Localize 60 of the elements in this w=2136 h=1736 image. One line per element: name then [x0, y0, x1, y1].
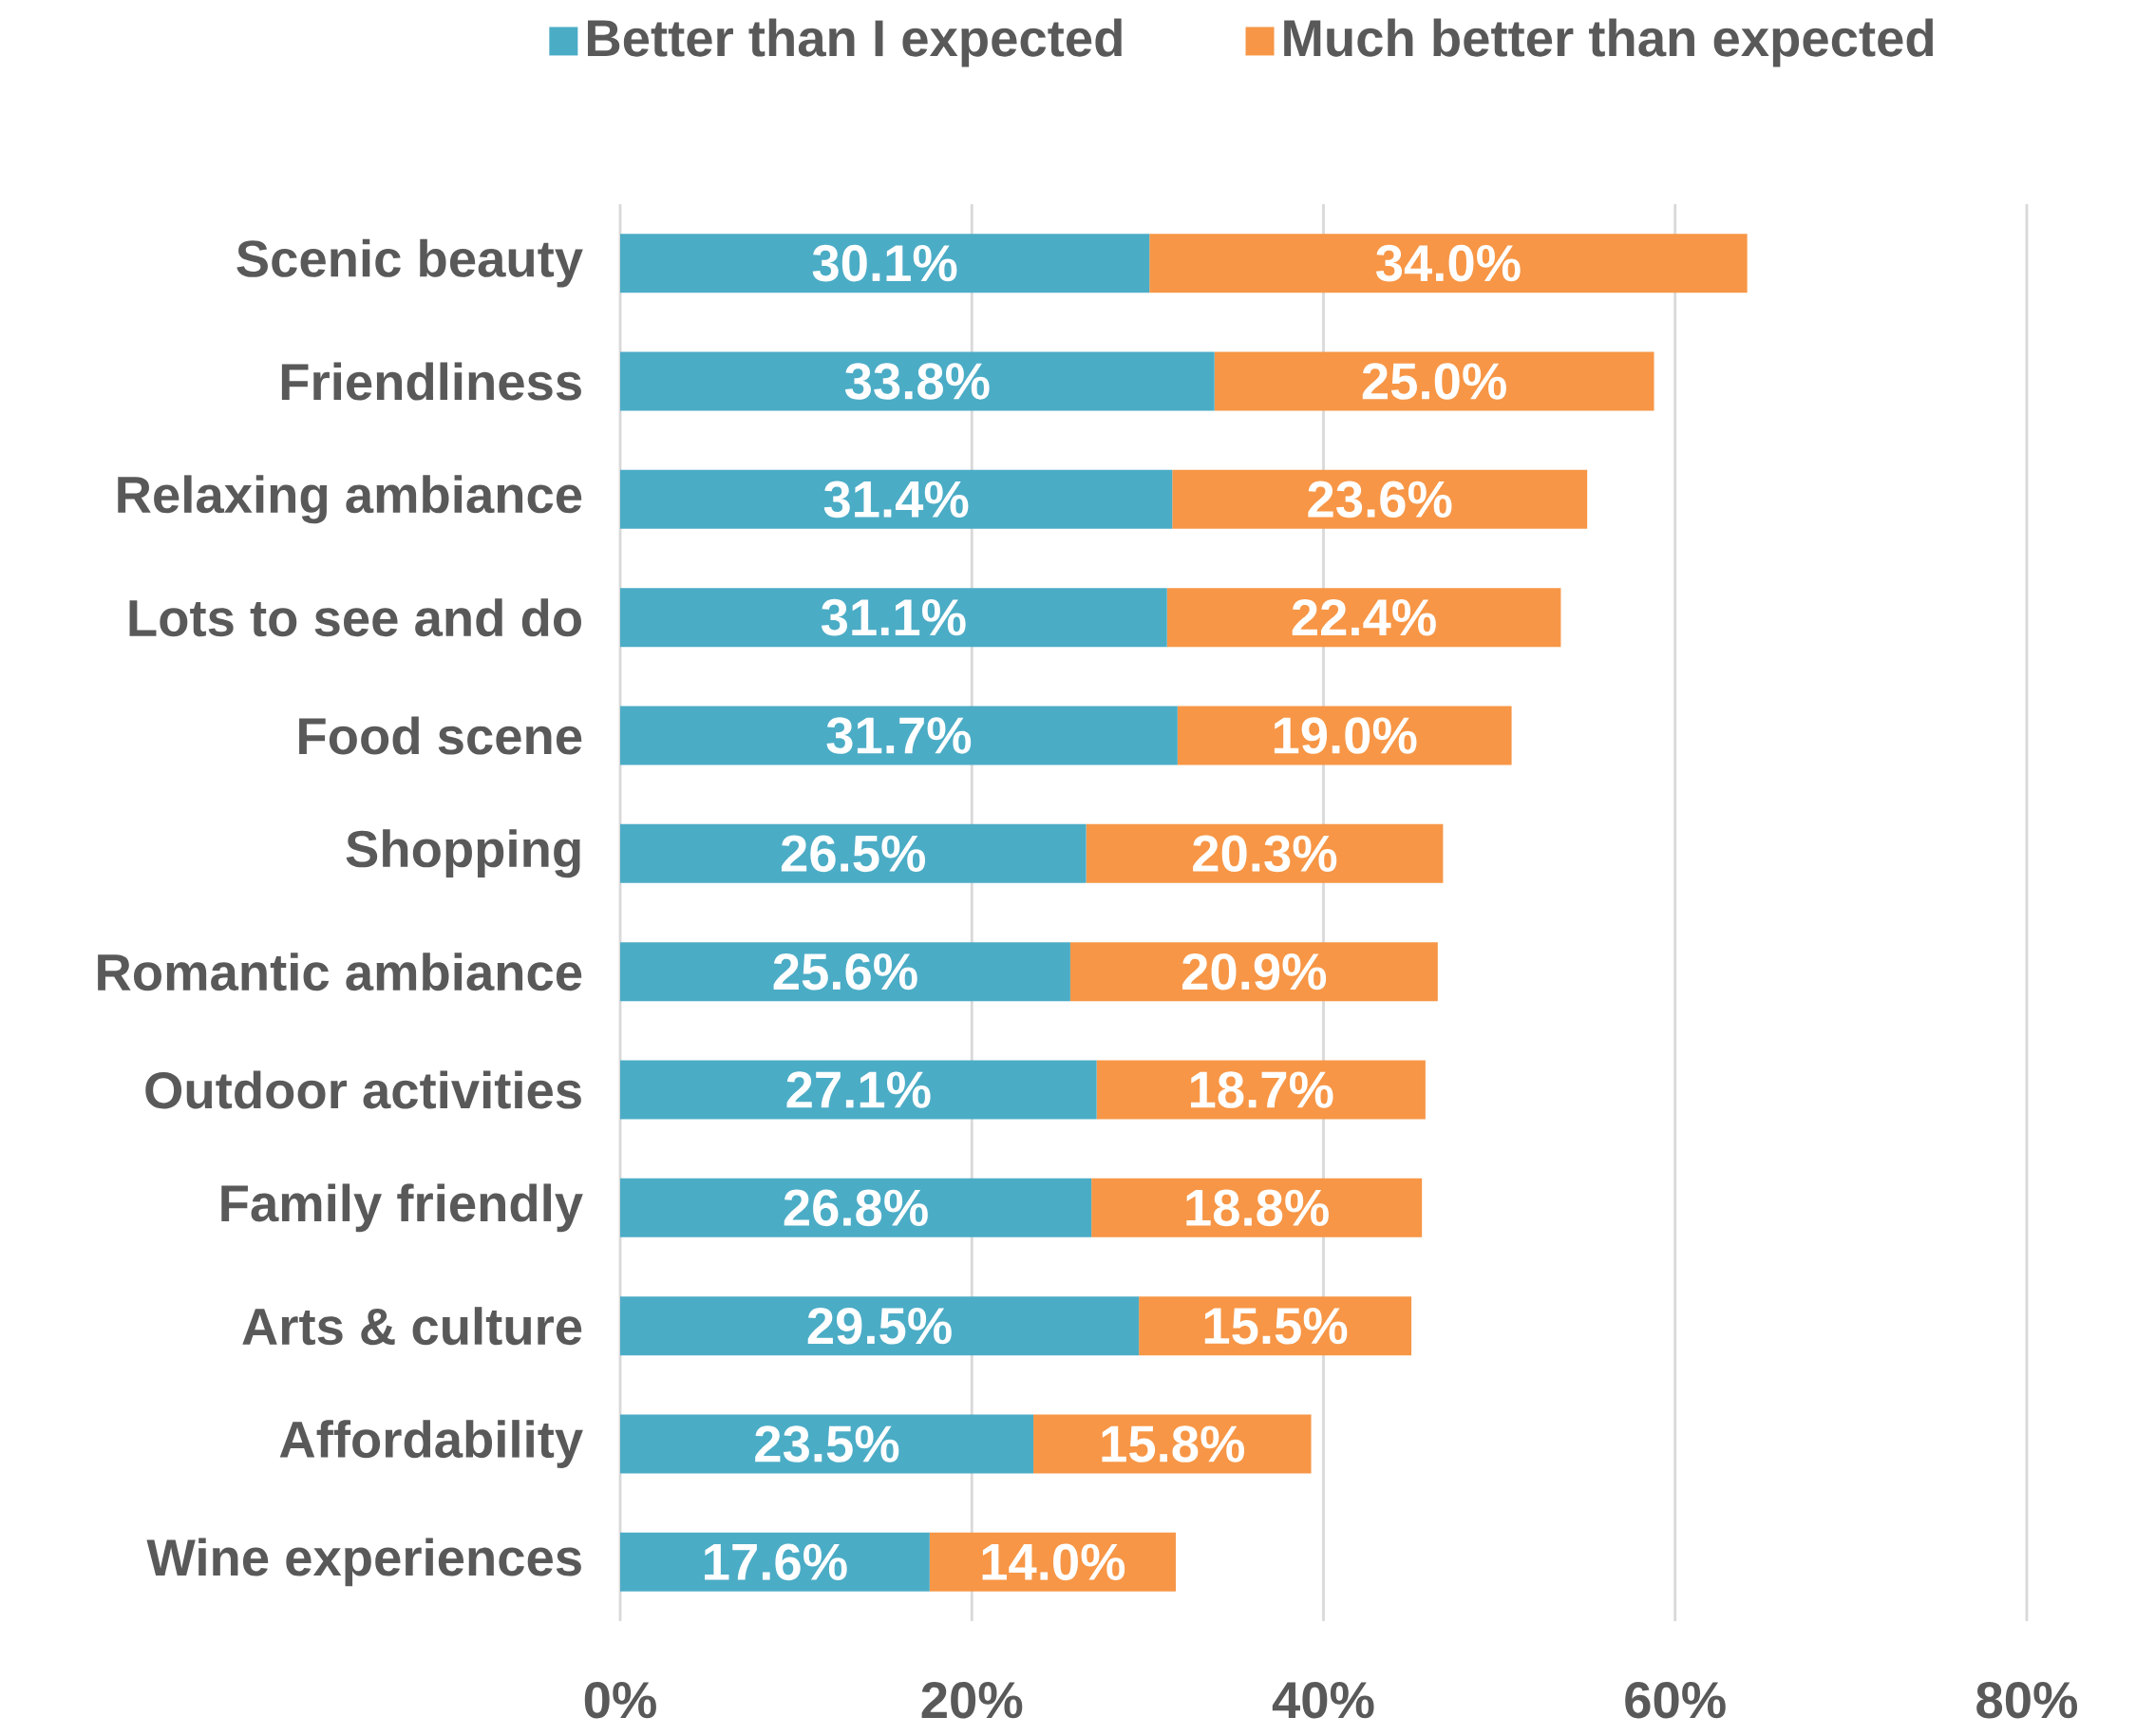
data-label: 15.8% — [1102, 1425, 1245, 1463]
data-label: 34.0% — [1375, 245, 1521, 282]
y-tick-label: Outdoor activities — [145, 1070, 581, 1109]
data-label: 18.7% — [1190, 1071, 1333, 1109]
data-label: 23.6% — [1308, 481, 1452, 519]
bar — [620, 1296, 1140, 1356]
y-tick-label: Food scene — [299, 716, 582, 755]
data-label: 18.8% — [1186, 1189, 1329, 1227]
y-tick-label: Wine experiences — [146, 1538, 581, 1587]
x-tick-label: 60% — [1625, 1682, 1726, 1719]
data-label: 26.8% — [784, 1189, 928, 1227]
bar — [620, 1414, 1034, 1474]
data-label: 20.9% — [1182, 953, 1327, 991]
x-tick-label: 0% — [584, 1682, 656, 1719]
data-label: 15.5% — [1204, 1308, 1348, 1345]
bar — [620, 1179, 1092, 1238]
bar — [620, 942, 1070, 1002]
y-tick-label: Relaxing ambiance — [118, 475, 582, 524]
x-tick-label: 40% — [1272, 1682, 1374, 1719]
y-tick-label: Friendliness — [281, 362, 581, 401]
bar — [620, 234, 1150, 293]
y-tick-label: Scenic beauty — [236, 239, 583, 288]
y-tick-label: Romantic ambiance — [98, 953, 582, 991]
data-label: 31.1% — [821, 599, 966, 636]
data-label: 31.4% — [823, 481, 969, 519]
data-label: 19.0% — [1274, 717, 1417, 755]
data-label: 25.0% — [1362, 363, 1506, 401]
data-label: 25.6% — [773, 953, 917, 991]
bar — [620, 706, 1178, 765]
data-label: 17.6% — [705, 1543, 847, 1581]
data-label: 14.0% — [982, 1543, 1125, 1581]
y-tick-label: Shopping — [346, 829, 580, 878]
bar — [1149, 234, 1748, 293]
bar — [620, 824, 1087, 884]
bar — [620, 588, 1167, 648]
x-tick-label: 80% — [1976, 1682, 2078, 1719]
data-label: 33.8% — [844, 363, 990, 401]
y-tick-label: Arts & culture — [242, 1307, 582, 1346]
data-label: 27.1% — [786, 1071, 931, 1108]
bar — [620, 351, 1215, 411]
bar — [1096, 1060, 1426, 1120]
bar — [1172, 470, 1588, 530]
data-label: 20.3% — [1193, 835, 1337, 873]
y-tick-label: Lots to see and do — [129, 598, 581, 637]
data-label: 23.5% — [755, 1425, 899, 1463]
bar — [1166, 588, 1561, 648]
x-tick-label: 20% — [921, 1682, 1023, 1719]
bar — [620, 1060, 1097, 1120]
legend-label: Better than I expected — [588, 18, 1122, 67]
data-label: 26.5% — [781, 835, 926, 873]
bar — [1069, 942, 1438, 1002]
bar — [620, 470, 1173, 530]
legend-label: Much better than expected — [1284, 18, 1934, 67]
data-label: 29.5% — [807, 1308, 952, 1345]
y-tick-label: Affordability — [279, 1420, 583, 1469]
data-label: 22.4% — [1292, 599, 1436, 636]
data-label: 30.1% — [812, 245, 957, 282]
y-tick-label: Family friendly — [221, 1183, 583, 1233]
bar — [1214, 351, 1654, 411]
data-label: 31.7% — [826, 717, 972, 755]
